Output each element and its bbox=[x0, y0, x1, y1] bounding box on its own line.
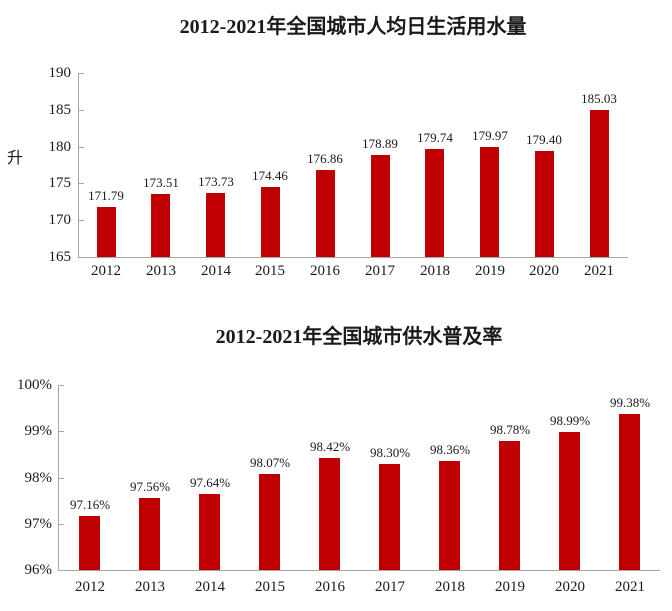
y-tick-label: 165 bbox=[48, 249, 72, 265]
bar bbox=[199, 494, 220, 570]
bar bbox=[619, 414, 640, 570]
chart-title: 2012-2021年全国城市供水普及率 bbox=[215, 326, 503, 348]
y-tick-label: 180 bbox=[48, 139, 72, 155]
y-tick-mark bbox=[59, 385, 64, 386]
x-axis-tick-label: 2021 bbox=[584, 263, 614, 279]
x-axis-tick-label: 2016 bbox=[310, 263, 340, 279]
bar bbox=[559, 432, 580, 570]
bar bbox=[97, 207, 116, 257]
x-axis-tick-label: 2019 bbox=[495, 579, 525, 595]
bar bbox=[425, 149, 444, 257]
x-axis-tick-label: 2013 bbox=[146, 263, 176, 279]
x-axis-tick-label: 2018 bbox=[435, 579, 465, 595]
bar bbox=[379, 464, 400, 570]
x-axis-tick-label: 2016 bbox=[315, 579, 345, 595]
y-tick-mark bbox=[59, 524, 64, 525]
bar bbox=[151, 194, 170, 257]
bar-value-label: 173.73 bbox=[198, 174, 234, 189]
y-tick-mark bbox=[79, 220, 84, 221]
x-axis-tick-label: 2014 bbox=[195, 579, 225, 595]
y-tick-label: 175 bbox=[48, 175, 72, 191]
bar bbox=[261, 187, 280, 257]
bar-value-label: 98.42% bbox=[309, 439, 351, 454]
y-tick-label: 185 bbox=[48, 102, 72, 118]
bar-value-label: 99.38% bbox=[609, 395, 651, 410]
bar bbox=[316, 170, 335, 257]
bar bbox=[480, 147, 499, 257]
bar bbox=[439, 461, 460, 570]
y-axis-unit-label: 升 bbox=[7, 150, 24, 167]
bar-value-label: 171.79 bbox=[88, 188, 124, 203]
x-axis-tick-label: 2018 bbox=[420, 263, 450, 279]
x-axis-tick-label: 2021 bbox=[615, 579, 645, 595]
bar-value-label: 98.99% bbox=[549, 413, 591, 428]
bar-value-label: 98.36% bbox=[429, 442, 471, 457]
bar bbox=[371, 155, 390, 257]
bar-value-label: 185.03 bbox=[581, 91, 617, 106]
bar bbox=[206, 193, 225, 257]
x-axis-tick-label: 2014 bbox=[201, 263, 231, 279]
x-axis-tick-label: 2020 bbox=[555, 579, 585, 595]
bar-value-label: 179.97 bbox=[472, 128, 508, 143]
y-tick-label: 99% bbox=[24, 423, 53, 439]
bar-value-label: 179.74 bbox=[417, 130, 453, 145]
y-tick-mark bbox=[79, 183, 84, 184]
bar-value-label: 98.07% bbox=[249, 455, 291, 470]
bar bbox=[259, 474, 280, 570]
y-tick-label: 100% bbox=[17, 377, 52, 393]
y-tick-label: 97% bbox=[24, 516, 53, 532]
x-axis-line bbox=[78, 257, 628, 258]
chart-title: 2012-2021年全国城市人均日生活用水量 bbox=[179, 16, 527, 38]
bar-value-label: 173.51 bbox=[143, 175, 179, 190]
bar bbox=[79, 516, 100, 570]
y-tick-mark bbox=[59, 478, 64, 479]
x-axis-tick-label: 2017 bbox=[365, 263, 395, 279]
bar-value-label: 174.46 bbox=[252, 168, 288, 183]
bar-value-label: 97.64% bbox=[189, 475, 231, 490]
y-tick-label: 96% bbox=[24, 562, 53, 578]
y-tick-mark bbox=[79, 73, 84, 74]
bar-value-label: 98.78% bbox=[489, 422, 531, 437]
y-tick-mark bbox=[59, 570, 64, 571]
bar-value-label: 97.56% bbox=[129, 479, 171, 494]
bar bbox=[139, 498, 160, 570]
bar bbox=[499, 441, 520, 570]
bar bbox=[590, 110, 609, 257]
y-axis-line bbox=[58, 385, 59, 570]
x-axis-tick-label: 2019 bbox=[475, 263, 505, 279]
x-axis-tick-label: 2015 bbox=[255, 263, 285, 279]
y-tick-label: 170 bbox=[48, 212, 72, 228]
y-tick-mark bbox=[79, 147, 84, 148]
bar-value-label: 179.40 bbox=[526, 132, 562, 147]
bar-value-label: 178.89 bbox=[362, 136, 398, 151]
bar-value-label: 97.16% bbox=[69, 497, 111, 512]
y-tick-label: 98% bbox=[24, 470, 53, 486]
bar-value-label: 176.86 bbox=[307, 151, 343, 166]
y-tick-mark bbox=[79, 257, 84, 258]
x-axis-tick-label: 2012 bbox=[75, 579, 105, 595]
bar-value-label: 98.30% bbox=[369, 445, 411, 460]
x-axis-tick-label: 2020 bbox=[529, 263, 559, 279]
y-tick-mark bbox=[59, 431, 64, 432]
x-axis-line bbox=[58, 570, 660, 571]
x-axis-tick-label: 2012 bbox=[91, 263, 121, 279]
x-axis-tick-label: 2017 bbox=[375, 579, 405, 595]
bar bbox=[319, 458, 340, 570]
y-tick-label: 190 bbox=[48, 65, 72, 81]
y-axis-line bbox=[78, 73, 79, 257]
y-tick-mark bbox=[79, 110, 84, 111]
bar bbox=[535, 151, 554, 257]
x-axis-tick-label: 2013 bbox=[135, 579, 165, 595]
x-axis-tick-label: 2015 bbox=[255, 579, 285, 595]
